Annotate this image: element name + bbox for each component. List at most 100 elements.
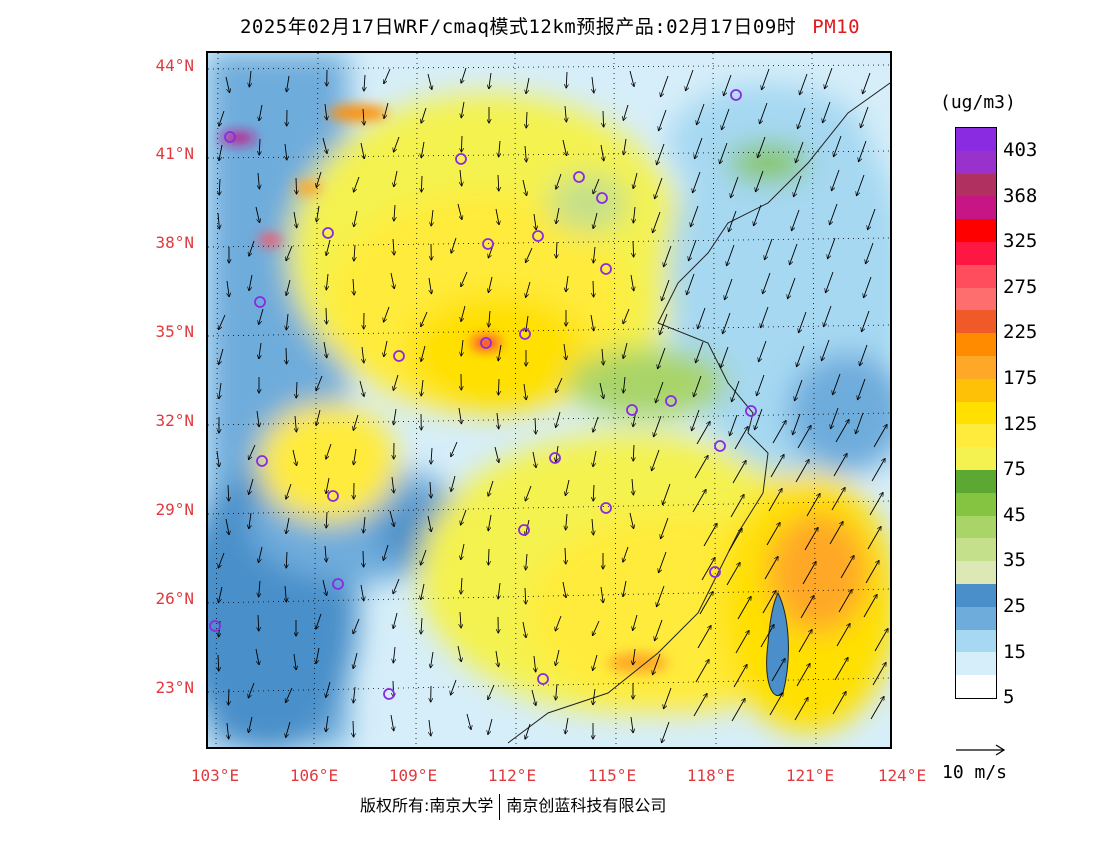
map-title: 2025年02月17日WRF/cmaq模式12km预报产品:02月17日09时 P… [0, 12, 1100, 39]
lat-label: 29°N [155, 500, 194, 519]
legend-swatch [956, 675, 996, 698]
map-canvas [208, 53, 890, 747]
legend-unit: (ug/m3) [940, 92, 1016, 113]
legend-swatch [956, 150, 996, 174]
lat-label: 44°N [155, 56, 194, 75]
city-marker [626, 404, 638, 416]
lon-label: 112°E [487, 766, 537, 785]
city-marker [714, 440, 726, 452]
legend-label: 225 [1003, 321, 1038, 344]
legend-label: 5 [1003, 686, 1015, 709]
legend-swatch [956, 310, 996, 334]
city-marker [573, 171, 585, 183]
forecast-map [206, 51, 892, 749]
title-main: 2025年02月17日WRF/cmaq模式12km预报产品:02月17日09时 [239, 16, 797, 38]
wind-reference-label: 10 m/s [942, 762, 1008, 783]
city-marker [482, 238, 494, 250]
pm10-hotspots [220, 105, 668, 673]
city-marker [549, 452, 561, 464]
city-marker [209, 620, 221, 632]
legend-swatch [956, 196, 996, 220]
legend-label: 125 [1003, 412, 1038, 435]
city-marker [709, 566, 721, 578]
legend-swatch [956, 128, 996, 151]
legend-swatch [956, 447, 996, 470]
city-marker [480, 337, 492, 349]
city-marker [224, 131, 236, 143]
legend-swatch [956, 264, 996, 288]
city-marker [537, 673, 549, 685]
legend-swatch [956, 469, 996, 493]
lat-label: 38°N [155, 233, 194, 252]
city-marker [518, 524, 530, 536]
color-legend [955, 127, 997, 699]
legend-swatch [956, 424, 996, 448]
city-marker [745, 405, 757, 417]
legend-swatch [956, 583, 996, 607]
legend-swatch [956, 652, 996, 676]
city-marker [455, 153, 467, 165]
legend-swatch [956, 606, 996, 630]
lon-label: 103°E [190, 766, 240, 785]
legend-label: 35 [1003, 549, 1026, 572]
legend-swatch [956, 355, 996, 379]
legend-swatch [956, 561, 996, 584]
city-marker [600, 263, 612, 275]
legend-swatch [956, 219, 996, 242]
legend-swatch [956, 629, 996, 653]
lon-label: 124°E [877, 766, 927, 785]
title-pollutant: PM10 [812, 16, 861, 38]
legend-label: 368 [1003, 184, 1038, 207]
lat-label: 35°N [155, 322, 194, 341]
graticule [208, 53, 890, 747]
legend-label: 403 [1003, 139, 1038, 161]
city-marker [596, 192, 608, 204]
city-marker [256, 455, 268, 467]
legend-swatch [956, 492, 996, 516]
city-marker [327, 490, 339, 502]
city-marker [332, 578, 344, 590]
legend-swatch [956, 378, 996, 402]
city-marker [254, 296, 266, 308]
city-marker [730, 89, 742, 101]
legend-swatch [956, 401, 996, 425]
legend-label: 25 [1003, 595, 1026, 617]
legend-label: 15 [1003, 640, 1026, 663]
city-markers [209, 89, 757, 700]
city-marker [665, 395, 677, 407]
legend-swatch [956, 538, 996, 562]
lon-label: 106°E [289, 766, 339, 785]
copyright: 版权所有:南京大学 南京创蓝科技有限公司 [360, 792, 666, 820]
city-marker [322, 227, 334, 239]
legend-label: 325 [1003, 230, 1038, 253]
coastline [507, 82, 890, 744]
city-marker [532, 230, 544, 242]
copyright-company: 南京创蓝科技有限公司 [506, 796, 667, 815]
lat-label: 41°N [155, 144, 194, 163]
legend-swatch [956, 173, 996, 197]
city-marker [393, 350, 405, 362]
lat-label: 32°N [155, 411, 194, 430]
legend-swatch [956, 287, 996, 311]
copyright-separator [499, 793, 501, 820]
wind-vectors [217, 67, 888, 743]
legend-label: 275 [1003, 275, 1038, 298]
city-marker [383, 688, 395, 700]
legend-swatch [956, 241, 996, 265]
city-marker [519, 328, 531, 340]
lon-label: 109°E [388, 766, 438, 785]
lat-label: 23°N [155, 678, 194, 697]
lat-label: 26°N [155, 589, 194, 608]
legend-swatch [956, 515, 996, 539]
legend-swatch [956, 333, 996, 356]
lon-label: 118°E [686, 766, 736, 785]
city-marker [600, 502, 612, 514]
legend-label: 75 [1003, 458, 1026, 481]
wind-reference-arrow [956, 744, 1006, 756]
legend-label: 175 [1003, 367, 1038, 389]
copyright-owner: 版权所有:南京大学 [360, 796, 494, 815]
legend-label: 45 [1003, 503, 1026, 526]
lon-label: 121°E [785, 766, 835, 785]
lon-label: 115°E [587, 766, 637, 785]
taiwan-island [766, 591, 789, 696]
